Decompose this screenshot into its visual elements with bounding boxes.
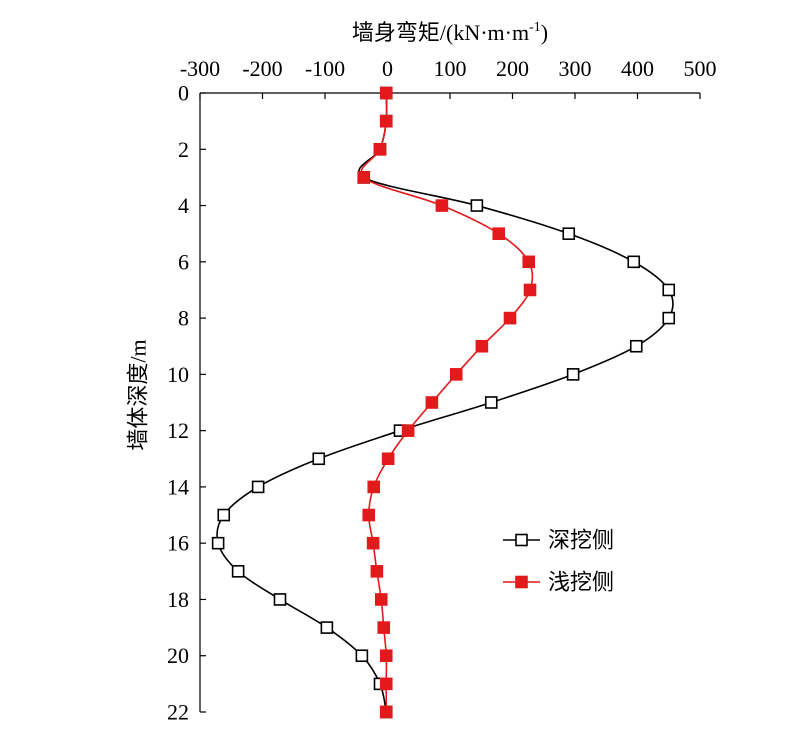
y-tick-label: 2 xyxy=(178,137,189,162)
shallow-side-marker xyxy=(381,452,395,466)
x-tick-label: 200 xyxy=(496,56,529,81)
deep-side-marker xyxy=(273,593,287,606)
shallow-side-marker xyxy=(379,86,393,100)
shallow-side-marker xyxy=(374,593,388,606)
shallow-side-marker xyxy=(503,311,517,325)
shallow-side-marker xyxy=(357,171,371,184)
deep-side-marker xyxy=(627,255,641,269)
deep-side-marker xyxy=(562,227,576,240)
legend: 深挖侧 浅挖侧 xyxy=(503,528,614,595)
shallow-side-marker xyxy=(366,536,380,550)
y-tick-label: 4 xyxy=(178,193,189,218)
x-tick-label: -300 xyxy=(180,56,220,81)
x-axis-title-suffix: ) xyxy=(541,20,548,45)
shallow-side-marker xyxy=(379,114,393,128)
y-tick-label: 0 xyxy=(178,81,189,106)
deep-side-curve xyxy=(216,92,674,713)
y-tick-label: 14 xyxy=(167,474,189,499)
shallow-side-marker xyxy=(367,480,381,494)
legend-label-deep-side: 深挖侧 xyxy=(548,528,614,553)
y-tick-label: 10 xyxy=(167,362,189,387)
legend-marker-shallow-side xyxy=(515,575,528,589)
legend-item-shallow-side: 浅挖侧 xyxy=(503,570,614,595)
y-tick-label: 22 xyxy=(167,700,189,725)
y-axis-title: 墙体深度/m xyxy=(126,339,151,450)
shallow-side-marker xyxy=(379,705,393,719)
y-tick-label: 8 xyxy=(178,306,189,331)
series-shallow-side xyxy=(357,86,537,719)
shallow-side-marker xyxy=(523,283,537,297)
shallow-side-marker xyxy=(492,227,506,240)
series-layer xyxy=(211,86,676,719)
deep-side-marker xyxy=(662,283,676,297)
shallow-side-marker xyxy=(377,621,391,634)
series-deep-side xyxy=(211,86,676,719)
deep-side-marker xyxy=(320,621,334,634)
deep-side-marker xyxy=(629,339,643,353)
x-axis-title: 墙身弯矩/(kN·m·m-1) xyxy=(352,20,548,45)
x-axis-title-main: 墙身弯矩/(kN·m·m xyxy=(352,20,529,45)
y-tick-label: 12 xyxy=(167,418,189,443)
shallow-side-marker xyxy=(373,142,387,156)
x-tick-label: 100 xyxy=(434,56,467,81)
deep-side-marker xyxy=(217,508,231,522)
y-tick-label: 6 xyxy=(178,249,189,274)
x-tick-label: 500 xyxy=(684,56,717,81)
shallow-side-marker xyxy=(401,424,415,437)
axes: -300 -200 -100 0 100 200 300 400 500 0 2 4 6 8 10 12 14 1… xyxy=(167,56,717,725)
deep-side-marker xyxy=(211,536,225,550)
x-axis-title-superscript: -1 xyxy=(529,20,541,35)
x-tick-label: 0 xyxy=(382,56,393,81)
deep-side-marker xyxy=(484,396,498,409)
y-tick-label: 16 xyxy=(167,531,189,556)
x-tick-label: -200 xyxy=(242,56,282,81)
legend-label-shallow-side: 浅挖侧 xyxy=(548,570,614,595)
shallow-side-marker xyxy=(379,677,393,691)
legend-item-deep-side: 深挖侧 xyxy=(503,528,614,553)
legend-marker-deep-side xyxy=(515,533,528,547)
shallow-side-marker xyxy=(449,368,463,381)
deep-side-marker xyxy=(470,199,484,212)
deep-side-marker xyxy=(231,565,245,578)
y-tick-label: 20 xyxy=(167,643,189,668)
y-tick-label: 18 xyxy=(167,587,189,612)
x-tick-label: 400 xyxy=(621,56,654,81)
shallow-side-marker xyxy=(425,396,439,409)
deep-side-marker xyxy=(355,649,369,663)
shallow-side-marker xyxy=(522,255,536,269)
deep-side-marker xyxy=(662,311,676,325)
deep-side-marker xyxy=(312,452,326,466)
shallow-side-marker xyxy=(435,199,449,212)
deep-side-marker xyxy=(566,368,580,381)
x-tick-label: -100 xyxy=(305,56,345,81)
deep-side-marker xyxy=(251,480,265,494)
shallow-side-marker xyxy=(379,649,393,663)
x-tick-label: 300 xyxy=(559,56,592,81)
shallow-side-marker xyxy=(370,565,384,578)
shallow-side-marker xyxy=(475,339,489,353)
shallow-side-marker xyxy=(362,508,376,522)
